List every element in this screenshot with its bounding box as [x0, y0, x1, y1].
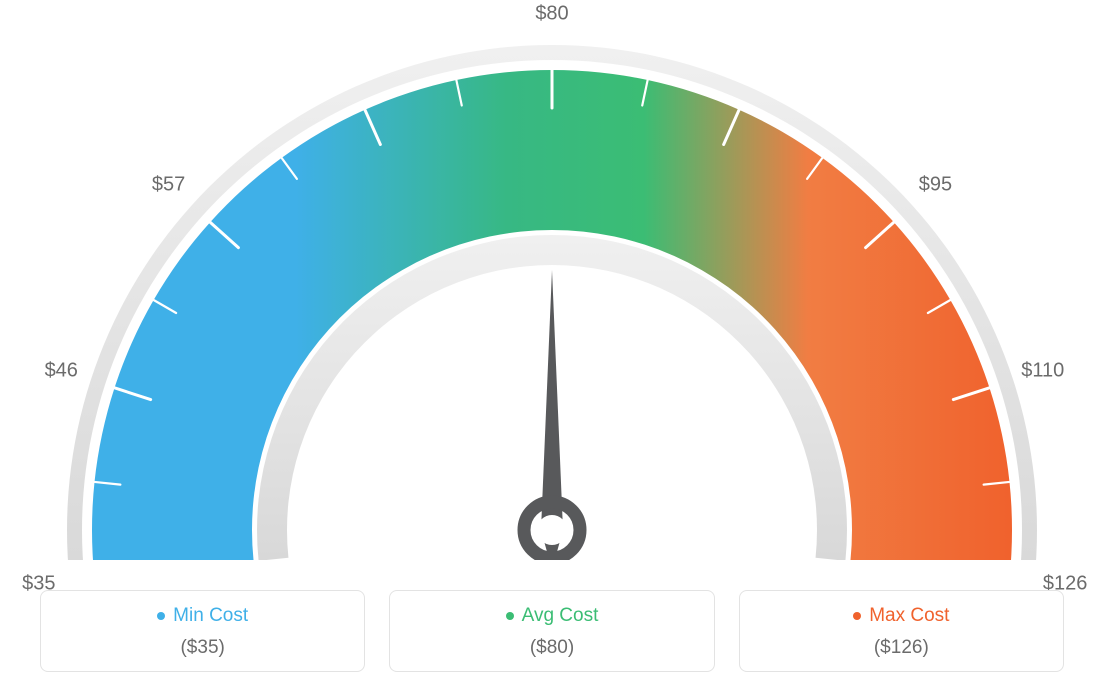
legend-value-max: ($126) — [740, 637, 1063, 659]
legend-card-avg: Avg Cost ($80) — [389, 590, 714, 672]
legend-value-avg: ($80) — [390, 637, 713, 659]
gauge-container: $35$46$57$80$95$110$126 — [0, 0, 1104, 560]
legend-dot-min — [157, 612, 165, 620]
legend-title-min: Min Cost — [157, 605, 248, 627]
legend-dot-max — [853, 612, 861, 620]
gauge-tick-label: $95 — [919, 173, 952, 196]
gauge-tick-label: $80 — [535, 3, 568, 26]
legend-label-max: Max Cost — [869, 605, 949, 627]
legend-row: Min Cost ($35) Avg Cost ($80) Max Cost (… — [0, 590, 1104, 672]
gauge-svg — [0, 0, 1104, 560]
legend-dot-avg — [506, 612, 514, 620]
legend-label-min: Min Cost — [173, 605, 248, 627]
gauge-tick-label: $46 — [45, 359, 78, 382]
legend-card-max: Max Cost ($126) — [739, 590, 1064, 672]
legend-value-min: ($35) — [41, 637, 364, 659]
gauge-tick-label: $110 — [1021, 359, 1064, 382]
legend-label-avg: Avg Cost — [522, 605, 599, 627]
legend-title-max: Max Cost — [853, 605, 949, 627]
legend-card-min: Min Cost ($35) — [40, 590, 365, 672]
legend-title-avg: Avg Cost — [506, 605, 599, 627]
gauge-tick-label: $57 — [152, 173, 185, 196]
